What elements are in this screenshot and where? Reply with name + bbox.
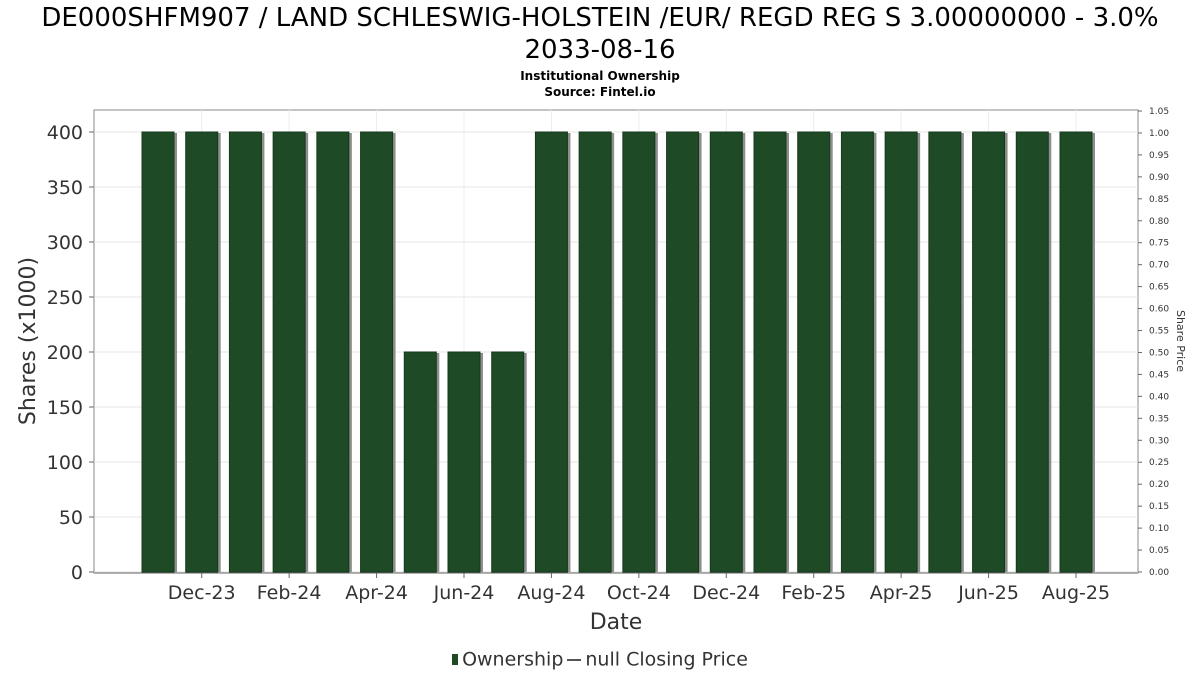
bar [840, 131, 874, 573]
bar [272, 131, 306, 573]
bar [360, 131, 394, 573]
bar [447, 351, 481, 573]
bar [928, 131, 962, 573]
y-tick-label: 350 [47, 177, 83, 199]
x-tick-label: Aug-24 [517, 582, 585, 604]
subtitle-line-1: Institutional Ownership [520, 69, 680, 83]
y2-tick-label: 0.50 [1149, 348, 1169, 358]
y2-tick-label: 0.15 [1149, 502, 1169, 512]
y2-tick-label: 0.95 [1149, 151, 1169, 161]
y-axis: 0 50 100 150 200 250 300 350 400 [47, 122, 94, 584]
chart-title: DE000SHFM907 / LAND SCHLESWIG-HOLSTEIN /… [41, 3, 1159, 65]
y2-tick-label: 0.80 [1149, 217, 1169, 227]
legend-price-line [567, 658, 582, 661]
bar [797, 131, 831, 573]
y2-tick-label: 0.70 [1149, 261, 1169, 271]
bar [884, 131, 918, 573]
x-tick-label: Feb-24 [257, 582, 322, 604]
legend-ownership-swatch [452, 654, 459, 665]
bar [534, 131, 568, 573]
y2-tick-label: 0.60 [1149, 305, 1169, 315]
bar [185, 131, 219, 573]
y2-tick-label: 0.25 [1149, 458, 1169, 468]
y2-tick-label: 0.30 [1149, 436, 1169, 446]
x-axis: Dec-23 Feb-24 Apr-24 Jun-24 Aug-24 Oct-24 Dec-… [94, 572, 1138, 604]
y2-tick-label: 1.00 [1149, 129, 1169, 139]
bar [578, 131, 612, 573]
bar [622, 131, 656, 573]
bar [316, 131, 350, 573]
x-axis-label: Date [590, 610, 643, 635]
bar [666, 131, 700, 573]
y2-tick-label: 0.05 [1149, 546, 1169, 556]
bar-group [141, 131, 1095, 573]
chart-subtitle: Institutional Ownership Source: Fintel.i… [0, 68, 1200, 100]
x-tick-label: Feb-25 [781, 582, 846, 604]
y-tick-label: 300 [47, 232, 83, 254]
legend: Ownership null Closing Price [0, 648, 1200, 671]
y2-axis: 0.00 0.05 0.10 0.15 0.20 0.25 0.30 0.35 0.40 0.45… [1138, 107, 1169, 578]
x-tick-label: Aug-25 [1042, 582, 1110, 604]
bar [491, 351, 525, 573]
y2-tick-label: 0.40 [1149, 392, 1169, 402]
bar [1015, 131, 1049, 573]
y-tick-label: 100 [47, 452, 83, 474]
y2-tick-label: 0.45 [1149, 370, 1169, 380]
y2-tick-label: 0.00 [1149, 568, 1169, 578]
legend-price-label: null Closing Price [585, 648, 748, 671]
y2-tick-label: 0.35 [1149, 414, 1169, 424]
bar [228, 131, 262, 573]
x-tick-label: Jun-25 [957, 582, 1019, 604]
x-tick-label: Dec-23 [168, 582, 236, 604]
y-tick-label: 200 [47, 342, 83, 364]
bar [972, 131, 1006, 573]
subtitle-line-2: Source: Fintel.io [544, 85, 656, 99]
y-tick-label: 250 [47, 287, 83, 309]
y2-tick-label: 0.65 [1149, 283, 1169, 293]
y2-tick-label: 0.20 [1149, 480, 1169, 490]
y2-tick-label: 0.85 [1149, 195, 1169, 205]
y-tick-label: 150 [47, 397, 83, 419]
bar [1059, 131, 1093, 573]
x-tick-label: Apr-25 [870, 582, 933, 604]
bar [709, 131, 743, 573]
legend-ownership-label: Ownership [462, 648, 564, 671]
x-tick-label: Oct-24 [607, 582, 671, 604]
y-tick-label: 400 [47, 122, 83, 144]
y2-tick-label: 0.90 [1149, 173, 1169, 183]
bar [403, 351, 437, 573]
x-tick-label: Dec-24 [692, 582, 760, 604]
y-tick-label: 0 [71, 562, 83, 584]
y-tick-label: 50 [59, 507, 83, 529]
x-tick-label: Apr-24 [345, 582, 408, 604]
y2-tick-label: 0.10 [1149, 524, 1169, 534]
bar [141, 131, 175, 573]
y2-tick-label: 0.75 [1149, 239, 1169, 249]
bar [753, 131, 787, 573]
y2-tick-label: 1.05 [1149, 107, 1169, 117]
y-axis-label: Shares (x1000) [16, 257, 41, 425]
x-tick-label: Jun-24 [433, 582, 495, 604]
y2-axis-label: Share Price [1174, 310, 1187, 372]
y2-tick-label: 0.55 [1149, 327, 1169, 337]
